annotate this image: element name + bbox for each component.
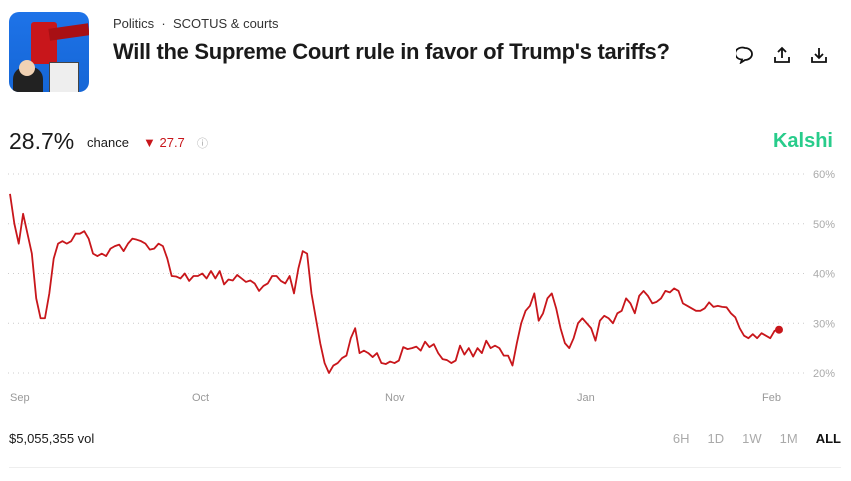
volume-label: $5,055,355 vol — [9, 431, 95, 446]
share-icon[interactable] — [773, 46, 791, 69]
current-point — [775, 325, 783, 334]
x-tick-label: Nov — [385, 392, 405, 404]
x-tick-label: Oct — [192, 392, 210, 404]
y-tick-label: 20% — [813, 368, 835, 380]
kalshi-logo: Kalshi — [772, 130, 833, 152]
comment-icon[interactable] — [734, 46, 754, 69]
range-6h[interactable]: 6H — [672, 431, 690, 446]
y-tick-label: 50% — [813, 219, 835, 231]
breadcrumb-separator: · — [161, 16, 166, 31]
range-all[interactable]: ALL — [815, 431, 841, 446]
breadcrumb-subcategory[interactable]: SCOTUS & courts — [173, 16, 279, 31]
breadcrumb-category[interactable]: Politics — [113, 16, 155, 31]
x-tick-label: Sep — [10, 392, 30, 404]
info-icon[interactable]: ⓘ — [197, 138, 208, 150]
y-tick-label: 60% — [813, 169, 835, 181]
breadcrumb: Politics · SCOTUS & courts — [113, 16, 278, 31]
y-tick-label: 30% — [813, 318, 835, 330]
face-image — [19, 60, 35, 76]
market-thumbnail — [9, 12, 89, 92]
y-tick-label: 40% — [813, 269, 835, 281]
page-title: Will the Supreme Court rule in favor of … — [113, 39, 670, 64]
time-range-selector: 6H 1D 1W 1M ALL — [673, 431, 841, 446]
download-icon[interactable] — [810, 46, 828, 69]
probability-value: 28.7% — [9, 128, 75, 154]
chance-label: chance — [87, 135, 129, 150]
divider — [9, 467, 841, 468]
range-1d[interactable]: 1D — [707, 431, 725, 446]
document-image — [49, 62, 79, 92]
range-1w[interactable]: 1W — [742, 431, 762, 446]
series-line — [9, 193, 780, 374]
change-indicator: ▼ 27.7 — [143, 135, 185, 150]
x-tick-label: Feb — [762, 392, 781, 404]
x-tick-label: Jan — [577, 392, 595, 404]
price-chart: 60% 50% 40% 30% 20% — [8, 169, 835, 380]
range-1m[interactable]: 1M — [779, 431, 798, 446]
